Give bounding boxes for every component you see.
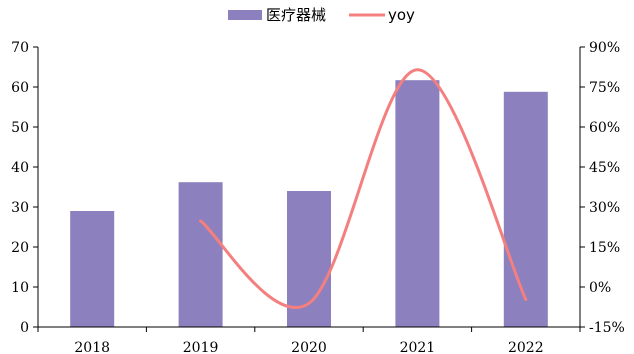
x-tick-label: 2021 bbox=[400, 340, 436, 354]
y-left-tick-label: 30 bbox=[11, 200, 29, 216]
legend-swatch-bar bbox=[228, 10, 262, 20]
y-left-tick-label: 20 bbox=[11, 240, 29, 256]
yoy-line bbox=[199, 68, 528, 309]
y-left-tick-label: 0 bbox=[20, 320, 29, 336]
bar-2019 bbox=[178, 182, 223, 327]
bar-2018 bbox=[70, 211, 115, 327]
x-tick-label: 2020 bbox=[291, 340, 327, 354]
bar-series bbox=[70, 80, 548, 327]
x-tick-label: 2019 bbox=[183, 340, 219, 354]
legend-label-line: yoy bbox=[388, 6, 415, 24]
legend: 医疗器械 yoy bbox=[228, 6, 415, 24]
bar-2022 bbox=[503, 91, 548, 327]
y-right-tick-label: 60% bbox=[589, 120, 620, 136]
y-left-tick-label: 60 bbox=[11, 80, 29, 96]
y-left-tick-label: 10 bbox=[11, 280, 29, 296]
y-left-tick-label: 50 bbox=[11, 120, 29, 136]
y-right-tick-label: 90% bbox=[589, 40, 620, 56]
y-right-tick-label: 75% bbox=[589, 80, 620, 96]
yoy-line-series bbox=[199, 68, 528, 309]
y-left-tick-label: 40 bbox=[11, 160, 29, 176]
bar-2021 bbox=[395, 80, 440, 327]
y-right-tick-label: 15% bbox=[589, 240, 620, 256]
y-right-tick-label: 0% bbox=[589, 280, 611, 296]
y-left-tick-label: 70 bbox=[11, 40, 29, 56]
y-right-tick-label: 30% bbox=[589, 200, 620, 216]
x-tick-label: 2018 bbox=[74, 340, 110, 354]
y-right-tick-label: -15% bbox=[589, 320, 625, 336]
y-right-tick-label: 45% bbox=[589, 160, 620, 176]
axes: 0 10 20 30 40 50 60 70 -15% 0% 15% 30% 45% 60% 75% 90% 2… bbox=[11, 40, 625, 354]
legend-label-bar: 医疗器械 bbox=[266, 6, 326, 24]
x-tick-label: 2022 bbox=[508, 340, 544, 354]
